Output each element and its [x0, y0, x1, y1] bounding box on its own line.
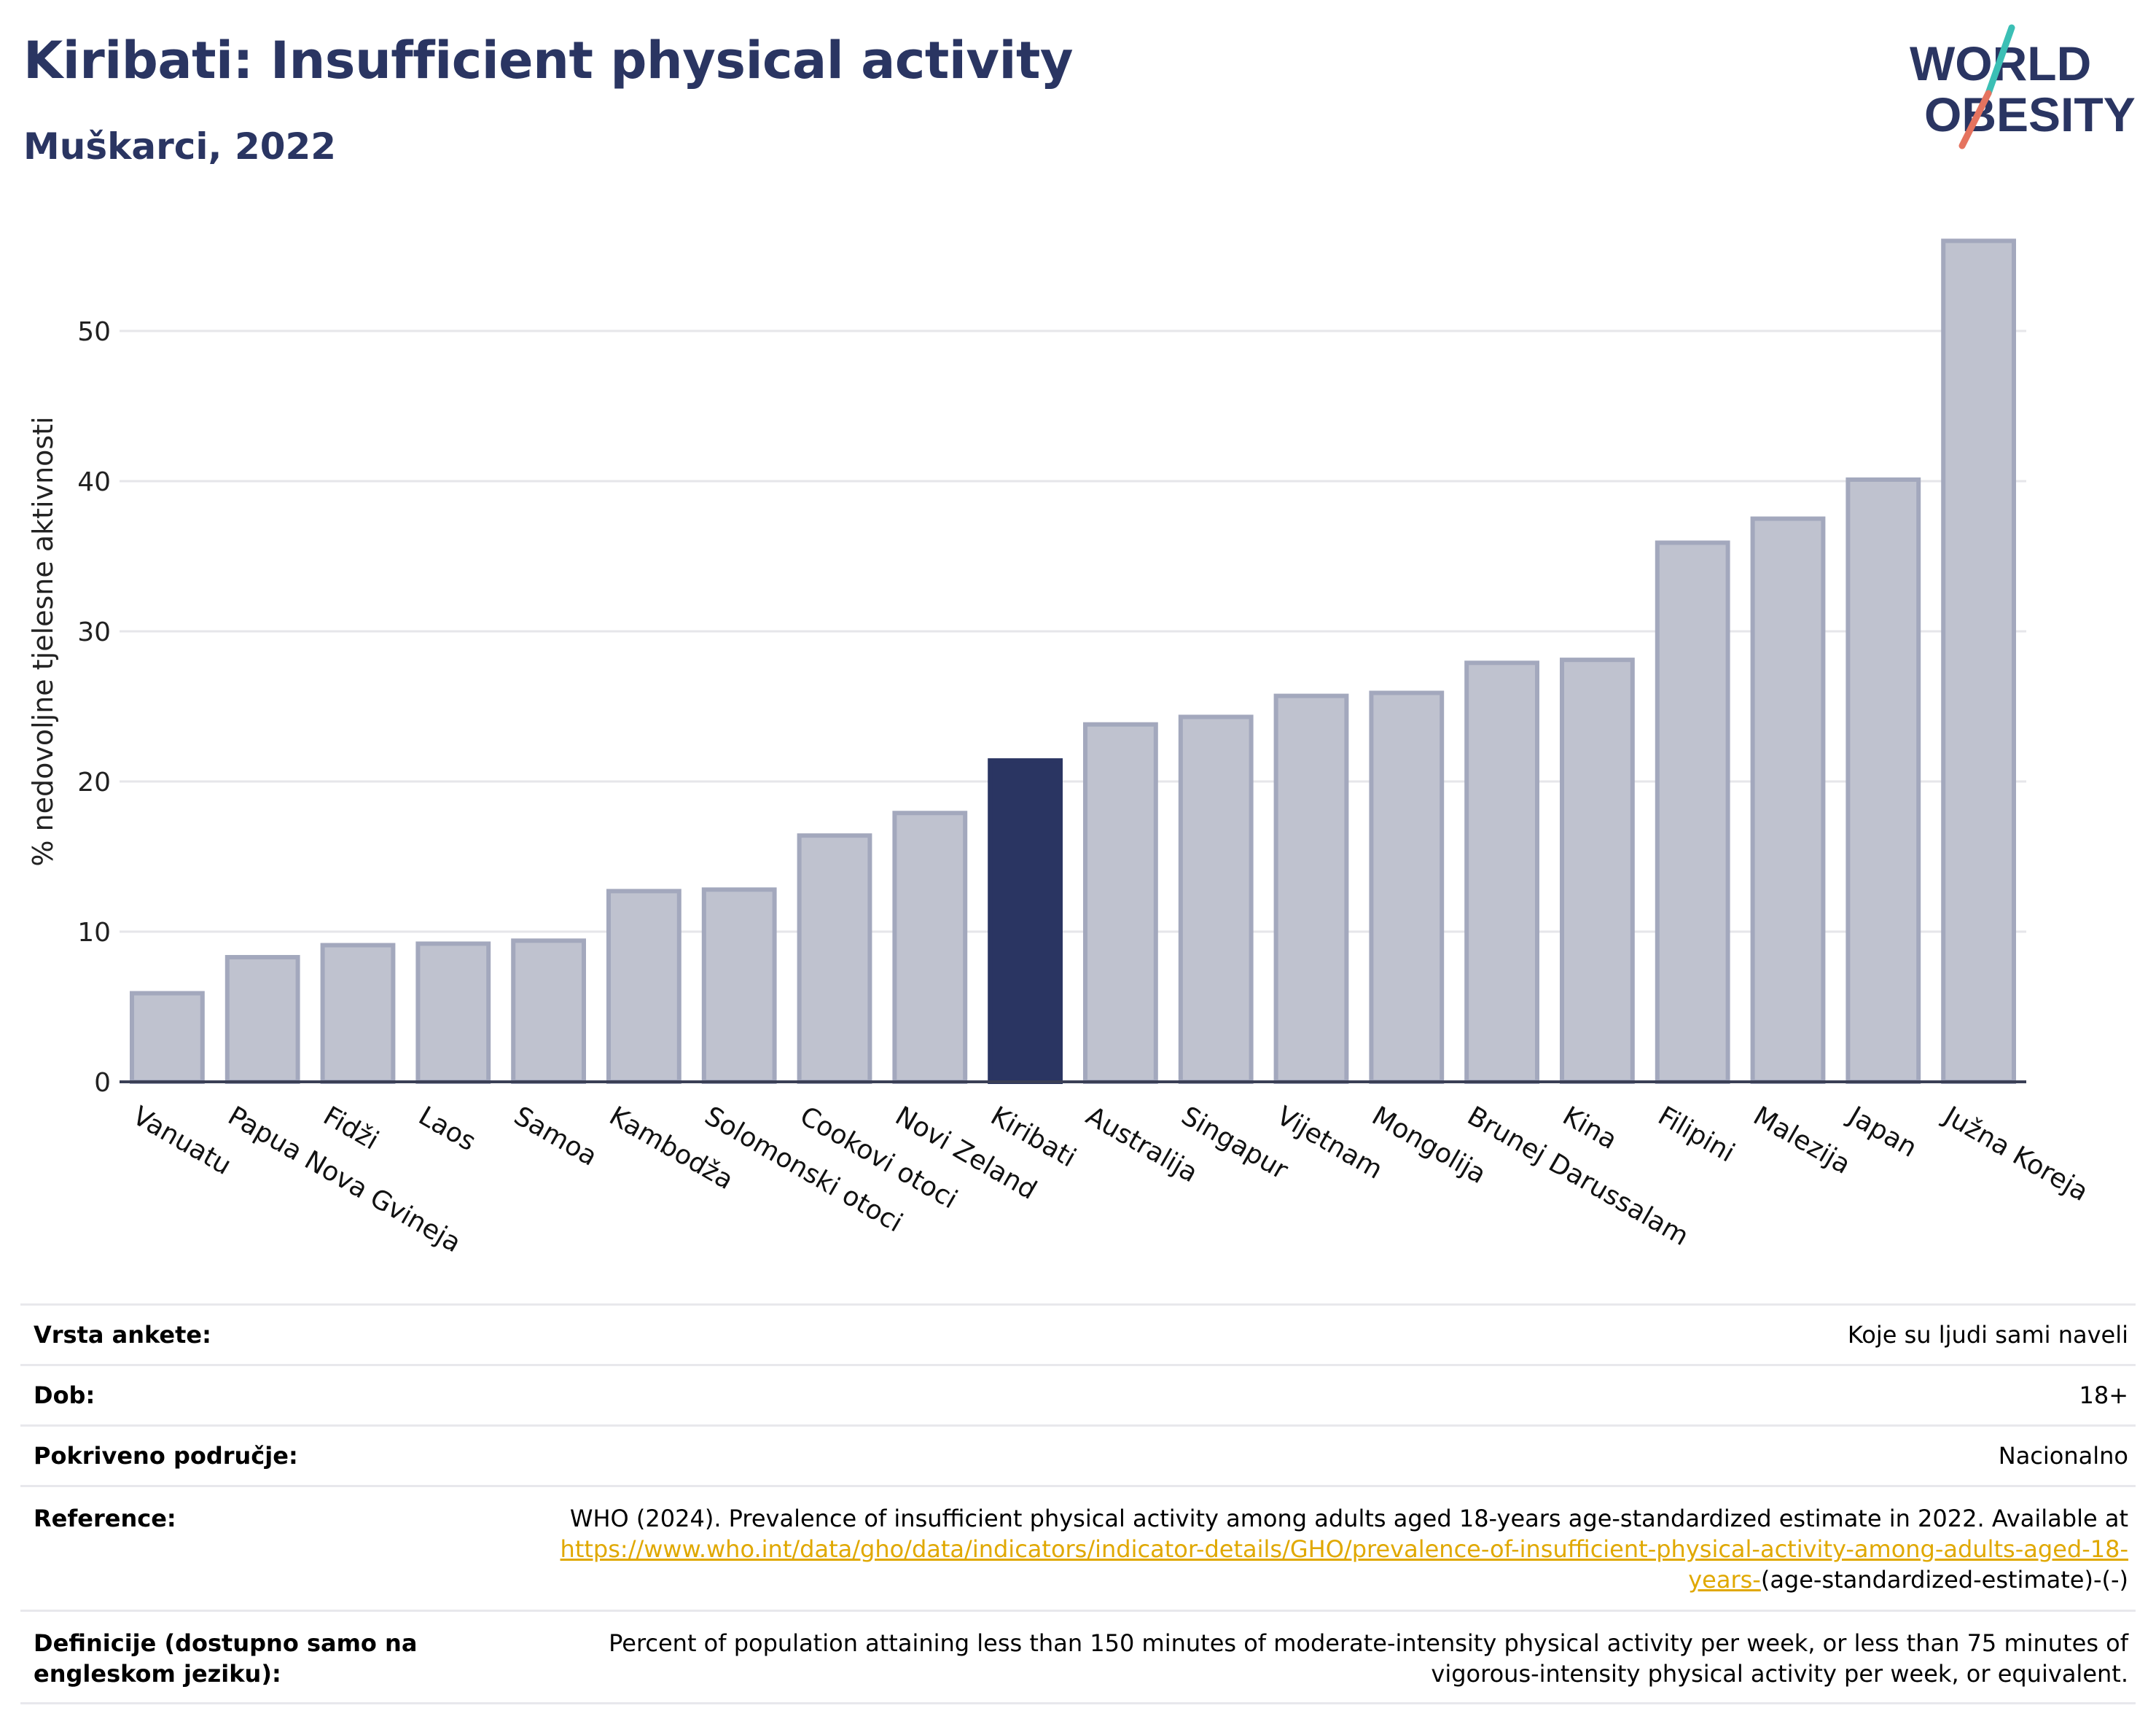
meta-definition-label: Definicije (dostupno samo na engleskom j… — [34, 1629, 418, 1688]
world-obesity-logo: WORLD OBESITY — [1910, 24, 2136, 149]
bar — [892, 811, 968, 1084]
x-tick-label: Vijetnam — [1272, 1101, 1388, 1185]
y-tick-label: 0 — [94, 1068, 111, 1098]
meta-survey-label: Vrsta ankete: — [34, 1321, 211, 1349]
bar — [1560, 658, 1635, 1084]
x-tick-label: Samoa — [509, 1101, 602, 1172]
meta-row-reference: Reference: WHO (2024). Prevalence of ins… — [20, 1485, 2136, 1610]
reference-link[interactable]: https://www.who.int/data/gho/data/indica… — [560, 1535, 2128, 1594]
x-tick-label: Malezija — [1749, 1101, 1856, 1180]
chart-subtitle: Muškarci, 2022 — [23, 125, 337, 168]
meta-coverage-label: Pokriveno područje: — [34, 1442, 298, 1470]
x-tick-label: Južna Koreja — [1937, 1100, 2093, 1207]
meta-coverage-value: Nacionalno — [1998, 1442, 2128, 1470]
meta-survey-value: Koje su ljudi sami naveli — [1847, 1321, 2128, 1349]
y-tick-label: 10 — [77, 918, 111, 948]
meta-definition-value: Percent of population attaining less tha… — [609, 1629, 2128, 1688]
bar — [415, 941, 491, 1084]
x-tick-label: Laos — [413, 1101, 480, 1157]
bar — [1846, 477, 1921, 1084]
reference-text: WHO (2024). Prevalence of insufficient p… — [569, 1505, 2128, 1532]
bar — [320, 943, 396, 1085]
meta-row-coverage: Pokriveno područje: Nacionalno — [20, 1424, 2136, 1485]
meta-age-value: 18+ — [2079, 1381, 2128, 1409]
meta-age-label: Dob: — [34, 1381, 95, 1409]
bar — [797, 833, 872, 1085]
bar — [130, 991, 205, 1084]
meta-row-age: Dob: 18+ — [20, 1364, 2136, 1424]
reference-tail: (age-standardized-estimate)-(-) — [1760, 1566, 2128, 1594]
meta-row-definition: Definicije (dostupno samo na engleskom j… — [20, 1610, 2136, 1704]
y-tick-label: 20 — [77, 768, 111, 798]
bar — [1178, 714, 1254, 1084]
bar-highlighted — [988, 758, 1063, 1085]
metadata-table: Vrsta ankete: Koje su ljudi sami naveli … — [20, 1303, 2136, 1704]
bar — [224, 955, 300, 1085]
logo-slash-teal — [1985, 24, 2015, 97]
bar — [1369, 690, 1445, 1084]
logo-word-obesity: OBESITY — [1924, 87, 2136, 141]
bar — [511, 938, 586, 1084]
bar — [1464, 660, 1539, 1084]
gridlines — [120, 330, 2026, 933]
y-tick-label: 40 — [77, 467, 111, 497]
meta-reference-label: Reference: — [34, 1505, 176, 1532]
y-axis-label: % nedovoljne tjelesne aktivnosti — [27, 416, 59, 866]
bar — [1655, 540, 1730, 1084]
bar — [606, 889, 681, 1084]
bar — [1750, 516, 1826, 1084]
bar — [1273, 693, 1349, 1084]
y-tick-label: 50 — [77, 317, 111, 347]
x-tick-label: Kina — [1558, 1101, 1622, 1155]
y-tick-labels: 0 10 20 30 40 50 — [77, 317, 111, 1098]
bars — [130, 238, 2016, 1085]
x-tick-label: Vanuatu — [128, 1101, 236, 1181]
meta-row-survey: Vrsta ankete: Koje su ljudi sami naveli — [20, 1303, 2136, 1364]
bar — [1083, 722, 1158, 1084]
chart-title: Kiribati: Insufficient physical activity — [23, 31, 1074, 90]
bar — [1941, 238, 2016, 1084]
bar — [701, 887, 777, 1084]
y-tick-label: 30 — [77, 617, 111, 647]
x-tick-label: Filipini — [1653, 1101, 1740, 1168]
logo-slash-coral — [1958, 90, 1992, 149]
meta-reference-value: WHO (2024). Prevalence of insufficient p… — [558, 1503, 2136, 1595]
x-tick-label: Fidži — [319, 1101, 384, 1155]
